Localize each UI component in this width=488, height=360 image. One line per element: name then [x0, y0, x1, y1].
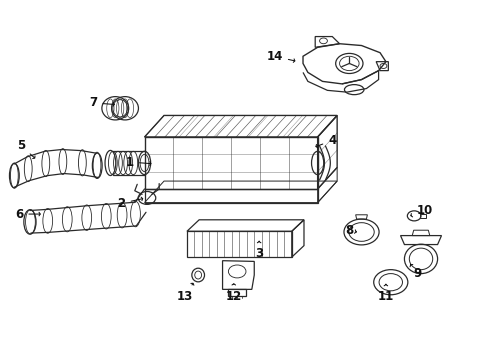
Text: 9: 9 [409, 265, 421, 280]
Text: 12: 12 [225, 284, 242, 303]
Text: 5: 5 [17, 139, 35, 158]
Text: 4: 4 [315, 134, 336, 148]
Text: 3: 3 [255, 241, 263, 260]
Text: 8: 8 [345, 224, 356, 237]
Text: 1: 1 [125, 156, 151, 168]
Text: 10: 10 [410, 204, 432, 217]
Text: 14: 14 [266, 50, 294, 63]
Text: 6: 6 [15, 208, 40, 221]
Text: 7: 7 [89, 96, 114, 109]
Text: 11: 11 [377, 284, 393, 303]
Text: 2: 2 [117, 197, 142, 210]
Text: 13: 13 [177, 283, 194, 303]
